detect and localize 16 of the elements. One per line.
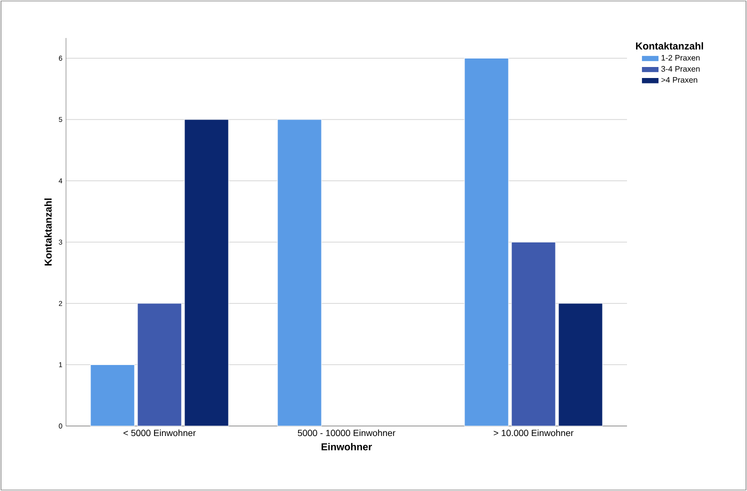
legend-label: 1-2 Praxen [662, 54, 700, 61]
bar [277, 119, 322, 426]
legend-title: Kontaktanzahl [636, 42, 704, 50]
legend-label: >4 Praxen [661, 77, 698, 83]
legend-label: 3-4 Praxen [661, 66, 700, 72]
bar [558, 303, 603, 426]
bar [464, 58, 509, 426]
x-axis-title: Einwohner [322, 443, 372, 450]
x-tick-label: 5000 - 10000 Einwohner [298, 430, 396, 436]
bar [137, 303, 182, 426]
x-tick-label: > 10.000 Einwohner [494, 430, 574, 436]
x-tick-label: < 5000 Einwohner [124, 430, 196, 436]
bar [184, 119, 229, 426]
bar [511, 242, 556, 426]
y-axis-title: Kontaktanzahl [44, 198, 52, 266]
bar [90, 364, 135, 426]
